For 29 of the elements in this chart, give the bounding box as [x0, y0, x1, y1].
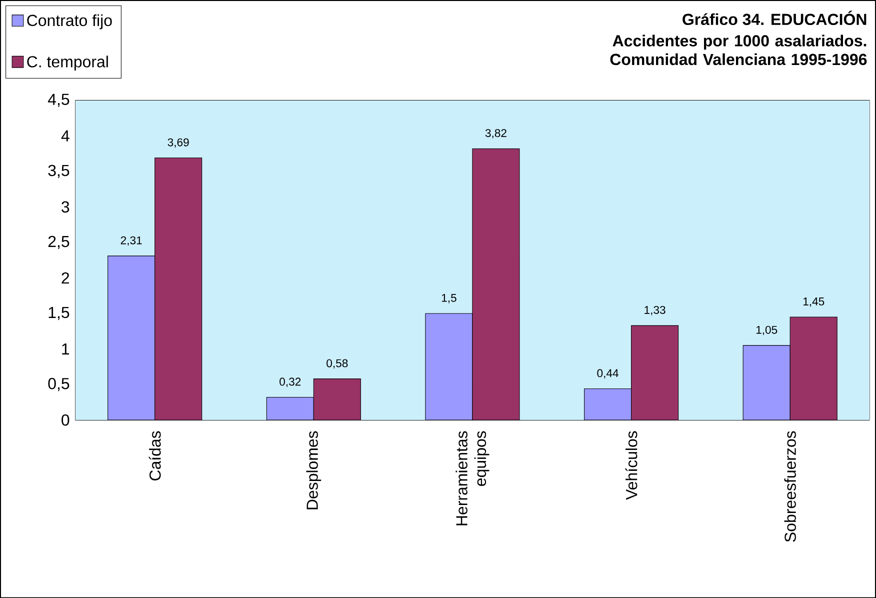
y-tick-label: 3: [62, 201, 70, 212]
y-tick-label: 1: [62, 343, 70, 354]
y-tick-label: 4: [61, 130, 70, 142]
chart-subtitle: Accidentes por 1000 asalariados. Comunidad Valenciana 1995-1996: [610, 34, 867, 65]
x-tick-label: Desplomes: [306, 431, 322, 510]
x-tick-label: Caídas: [148, 431, 161, 480]
data-label: 2,31: [120, 236, 142, 246]
data-label: 3,82: [485, 128, 506, 138]
data-label: 1,33: [644, 306, 666, 316]
y-tick-label: 1,5: [48, 306, 70, 320]
data-label: 1,05: [756, 326, 778, 336]
data-label: 1,5: [442, 294, 456, 304]
legend-label: C. temporal: [27, 56, 108, 70]
x-tick-label: Sobreesfuerzos: [784, 431, 796, 542]
y-tick-label: 0,5: [48, 378, 70, 391]
data-label: 0,44: [597, 369, 618, 378]
data-label: 0,58: [326, 359, 348, 368]
x-tick-label: Herramientas equipos: [456, 431, 490, 526]
y-tick-label: 2: [62, 272, 70, 284]
data-label: 0,32: [280, 378, 301, 387]
chart-title: Gráfico 34. EDUCACIÓN: [682, 10, 866, 25]
y-tick-label: 3,5: [48, 164, 70, 178]
y-tick-label: 4,5: [48, 94, 70, 107]
legend-label: Contrato fijo: [27, 14, 112, 30]
x-tick-label: Vehículos: [625, 431, 638, 500]
data-label: 1,45: [803, 297, 824, 307]
data-label: 3,69: [168, 138, 189, 148]
y-tick-label: 2,5: [48, 236, 70, 249]
y-tick-label: 0: [62, 414, 70, 426]
